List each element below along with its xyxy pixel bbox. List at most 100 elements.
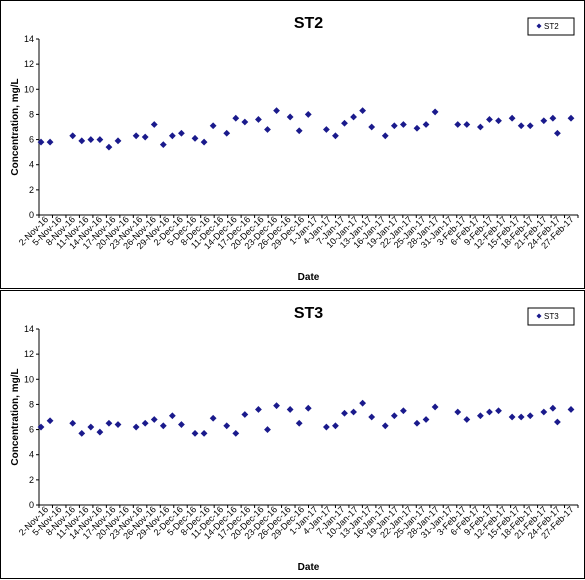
data-point	[178, 129, 185, 137]
data-point	[159, 141, 167, 148]
data-point	[413, 124, 421, 132]
data-point	[332, 132, 339, 140]
y-tick-label: 4	[29, 160, 34, 170]
data-point	[341, 409, 348, 417]
data-point	[508, 413, 516, 421]
y-tick-label: 12	[24, 349, 34, 359]
y-axis-title: Concentration, mg/L	[10, 78, 21, 175]
data-point	[381, 422, 389, 430]
chart-panel-st3: ST3 0 2 4 6 8 10 12 14 2-Nov-16 5-Nov-16 8-Nov-16 11…	[0, 290, 585, 579]
data-point	[132, 132, 140, 140]
y-tick-label: 14	[24, 324, 34, 334]
data-point	[422, 121, 430, 128]
legend-marker	[536, 313, 542, 319]
data-point	[304, 111, 312, 118]
data-point	[114, 137, 122, 145]
data-point	[486, 116, 493, 123]
y-tick-label: 8	[29, 399, 34, 409]
data-point	[255, 116, 262, 123]
data-point	[359, 107, 367, 115]
data-point	[399, 407, 407, 415]
data-point	[322, 423, 330, 431]
legend-label: ST2	[544, 22, 559, 31]
data-point	[463, 121, 471, 128]
data-point	[78, 137, 86, 145]
data-point	[264, 126, 271, 133]
data-point	[255, 406, 262, 413]
data-point	[200, 138, 208, 146]
data-point	[454, 408, 462, 416]
legend-marker	[536, 23, 542, 29]
data-point	[200, 429, 208, 437]
x-axis-title: Date	[298, 272, 320, 283]
data-point	[540, 117, 548, 125]
data-point	[286, 113, 294, 121]
data-point	[37, 423, 45, 431]
data-point	[413, 419, 421, 427]
data-point	[477, 412, 484, 420]
chart-title: ST2	[294, 15, 323, 32]
data-point	[422, 416, 430, 423]
data-point	[341, 119, 348, 127]
data-point	[87, 423, 95, 431]
legend-box	[527, 307, 575, 326]
data-point	[241, 411, 249, 418]
data-point	[223, 422, 231, 430]
data-point	[368, 123, 376, 131]
legend: ST3	[527, 307, 575, 326]
data-point	[150, 121, 158, 128]
data-point	[381, 132, 389, 140]
data-point	[69, 132, 77, 140]
y-tick-label: 4	[29, 450, 34, 460]
data-point	[168, 412, 176, 420]
data-point	[508, 114, 516, 122]
data-point	[209, 414, 217, 422]
y-tick-label: 10	[24, 374, 34, 384]
data-point	[69, 419, 77, 427]
data-point	[273, 107, 280, 115]
y-tick-label: 0	[29, 500, 34, 510]
y-tick-label: 2	[29, 185, 34, 195]
x-axis-title: Date	[298, 562, 320, 573]
data-point	[46, 138, 54, 146]
data-point	[540, 408, 548, 416]
data-point	[105, 419, 113, 427]
data-point	[264, 426, 271, 433]
data-point	[322, 126, 330, 133]
data-point	[273, 402, 280, 410]
data-point	[87, 136, 95, 143]
chart-panel-st2: ST2 0 2 4 6 8 10 12 14 2-Nov-16 5-Nov-16 8-Nov-16 11…	[0, 0, 585, 289]
y-axis-title: Concentration, mg/L	[10, 368, 21, 465]
legend: ST2	[527, 17, 575, 36]
data-point	[78, 429, 86, 437]
data-point	[486, 408, 493, 416]
data-point	[549, 114, 557, 122]
data-point	[390, 122, 398, 130]
data-point	[304, 404, 312, 412]
data-point	[359, 399, 367, 407]
data-point	[431, 403, 439, 411]
data-point	[554, 418, 561, 426]
data-point	[178, 421, 185, 428]
y-tick-label: 0	[29, 210, 34, 220]
data-point	[526, 122, 534, 130]
y-tick-label: 6	[29, 135, 34, 145]
data-point	[332, 422, 339, 430]
data-point	[463, 416, 471, 423]
data-point	[350, 113, 357, 121]
data-point	[46, 417, 54, 425]
data-point	[150, 416, 158, 423]
data-point	[241, 118, 249, 126]
data-point	[232, 429, 240, 437]
data-point	[96, 428, 104, 436]
data-point	[159, 422, 167, 430]
data-point	[567, 406, 575, 413]
data-point	[350, 408, 357, 416]
data-point	[368, 413, 376, 421]
data-point	[549, 404, 557, 412]
y-tick-label: 12	[24, 59, 34, 69]
data-point	[114, 421, 122, 428]
data-point	[37, 138, 45, 146]
data-point	[295, 127, 303, 135]
legend-box	[527, 17, 575, 36]
